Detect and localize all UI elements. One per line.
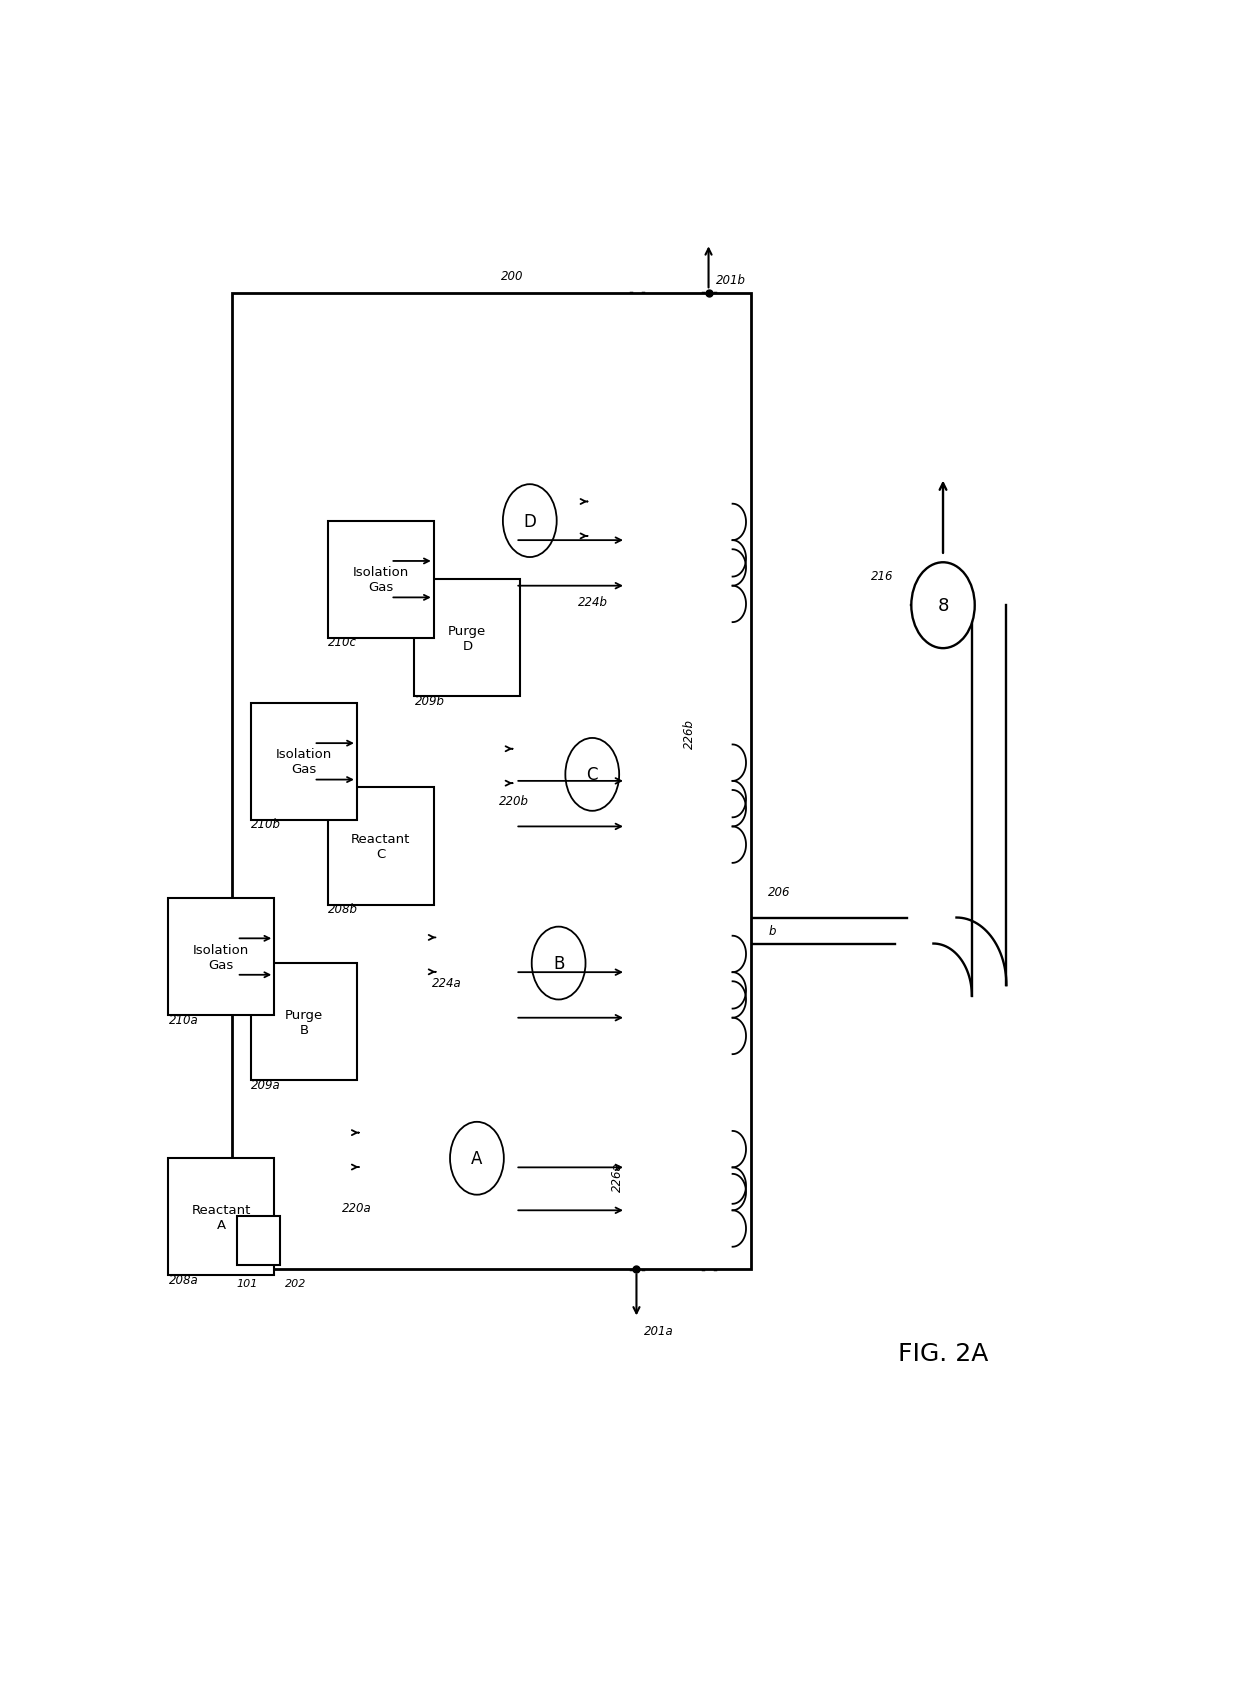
Text: Reactant
A: Reactant A bbox=[192, 1203, 250, 1231]
Text: 8: 8 bbox=[937, 596, 949, 615]
Text: 224a: 224a bbox=[432, 976, 461, 990]
Bar bbox=[169, 899, 274, 1015]
Text: 208b: 208b bbox=[327, 902, 358, 915]
Text: FIG. 2A: FIG. 2A bbox=[898, 1341, 988, 1366]
Text: D: D bbox=[523, 512, 536, 530]
Text: 101: 101 bbox=[237, 1279, 258, 1289]
Text: 226a: 226a bbox=[611, 1162, 624, 1191]
Text: 209a: 209a bbox=[250, 1078, 280, 1091]
Text: 224b: 224b bbox=[578, 596, 608, 608]
Text: Reactant
C: Reactant C bbox=[351, 833, 410, 860]
Text: 206: 206 bbox=[768, 885, 791, 899]
Text: 210b: 210b bbox=[250, 817, 281, 831]
Text: 201b: 201b bbox=[717, 274, 746, 287]
Circle shape bbox=[565, 738, 619, 811]
Text: 226b: 226b bbox=[683, 720, 696, 748]
Text: 216: 216 bbox=[870, 569, 894, 583]
Text: A: A bbox=[471, 1150, 482, 1167]
Bar bbox=[327, 522, 434, 638]
Text: 220a: 220a bbox=[342, 1201, 372, 1214]
Text: Purge
D: Purge D bbox=[448, 625, 486, 652]
Text: 201a: 201a bbox=[644, 1324, 673, 1336]
Circle shape bbox=[503, 485, 557, 557]
Text: 202: 202 bbox=[285, 1279, 306, 1289]
Bar bbox=[414, 579, 521, 698]
Bar bbox=[169, 1159, 274, 1275]
Text: 208a: 208a bbox=[169, 1274, 198, 1285]
Text: Isolation
Gas: Isolation Gas bbox=[193, 942, 249, 971]
Text: Isolation
Gas: Isolation Gas bbox=[275, 748, 332, 775]
Text: b: b bbox=[768, 924, 775, 937]
Text: C: C bbox=[587, 765, 598, 784]
Text: 220b: 220b bbox=[498, 794, 529, 807]
Text: B: B bbox=[553, 954, 564, 973]
Bar bbox=[237, 1216, 280, 1265]
Text: 210c: 210c bbox=[327, 635, 357, 649]
Circle shape bbox=[532, 927, 585, 1000]
Text: 200: 200 bbox=[501, 270, 523, 284]
Circle shape bbox=[450, 1121, 503, 1196]
Text: 209b: 209b bbox=[414, 694, 444, 708]
Circle shape bbox=[911, 562, 975, 649]
Bar bbox=[232, 294, 751, 1268]
Text: Purge
B: Purge B bbox=[285, 1008, 324, 1035]
Text: 210a: 210a bbox=[169, 1013, 198, 1025]
Bar bbox=[250, 703, 357, 821]
Text: Isolation
Gas: Isolation Gas bbox=[352, 566, 409, 595]
Bar bbox=[327, 787, 434, 905]
Bar bbox=[250, 963, 357, 1081]
